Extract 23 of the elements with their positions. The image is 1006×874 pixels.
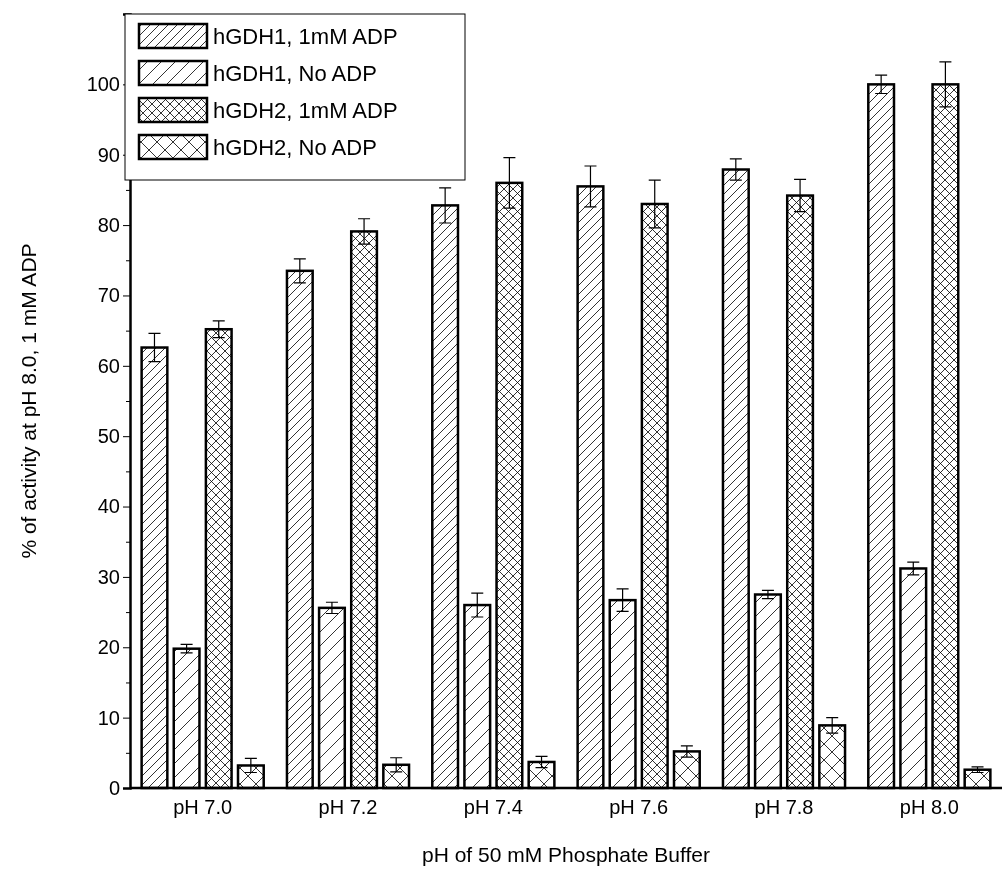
x-tick-label: pH 7.0	[173, 796, 233, 819]
legend-label: hGDH1, 1mM ADP	[213, 24, 398, 49]
y-tick-label: 30	[97, 565, 120, 588]
x-tick-label: pH 7.2	[318, 796, 378, 819]
y-tick-label: 20	[97, 636, 120, 659]
x-tick-label: pH 7.4	[463, 796, 523, 819]
y-axis-title: % of activity at pH 8.0, 1 mM ADP	[17, 243, 40, 559]
y-tick-label: 80	[97, 213, 120, 236]
y-tick-label: 50	[97, 425, 120, 448]
y-tick-label: 90	[97, 143, 120, 166]
x-tick-label: pH 7.8	[754, 796, 814, 819]
legend-label: hGDH2, 1mM ADP	[213, 98, 398, 123]
y-tick-label: 100	[86, 73, 120, 96]
y-tick-label: 60	[97, 354, 120, 377]
y-tick-label: 0	[108, 776, 120, 799]
y-tick-label: 70	[97, 284, 120, 307]
x-tick-label: pH 8.0	[899, 796, 959, 819]
y-tick-label: 10	[97, 706, 120, 729]
x-axis-title: pH of 50 mM Phosphate Buffer	[422, 843, 710, 866]
legend-label: hGDH2, No ADP	[213, 135, 377, 160]
legend-label: hGDH1, No ADP	[213, 61, 377, 86]
x-tick-label: pH 7.6	[609, 796, 669, 819]
y-tick-label: 40	[97, 495, 120, 518]
